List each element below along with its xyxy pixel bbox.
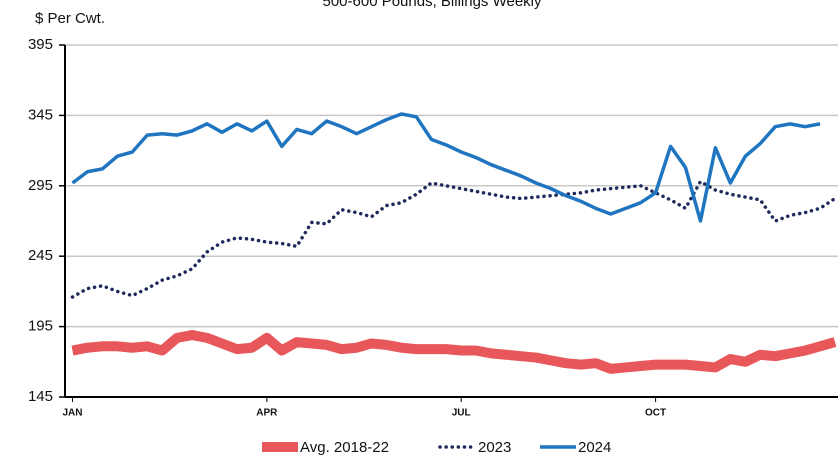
y-tick-label: 345 [28, 106, 53, 123]
series-line [70, 179, 837, 299]
y-tick-label: 245 [28, 247, 53, 264]
y-tick-label: 295 [28, 177, 53, 194]
legend-label: 2024 [578, 439, 611, 456]
y-tick-label: 395 [28, 36, 53, 53]
y-tick-label: 145 [28, 388, 53, 405]
series-line [71, 330, 837, 374]
legend-label: Avg. 2018-22 [300, 439, 389, 456]
y-tick-label: 195 [28, 318, 53, 335]
series-line [71, 112, 821, 223]
x-tick-label: JUL [452, 408, 471, 419]
x-tick-label: OCT [645, 408, 666, 419]
x-tick-label: APR [256, 408, 278, 419]
chart-title: 500-600 Pounds, Billings Weekly [322, 0, 542, 10]
y-axis-label: $ Per Cwt. [35, 10, 105, 27]
x-tick-label: JAN [62, 408, 82, 419]
legend-label: 2023 [478, 439, 511, 456]
